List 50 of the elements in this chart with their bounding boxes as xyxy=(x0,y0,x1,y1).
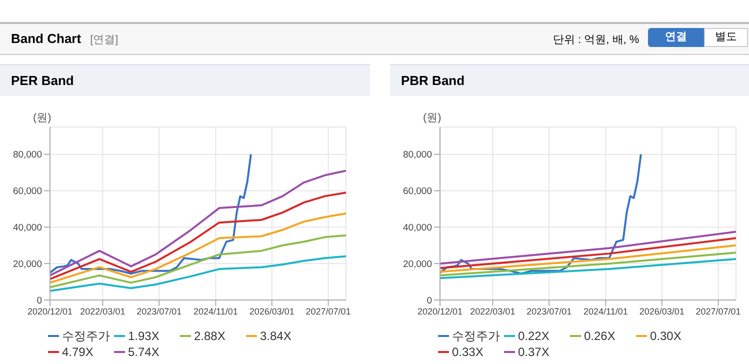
chart-title: PER Band xyxy=(0,64,370,96)
line-series xyxy=(50,234,346,288)
x-tick-label: 2020/12/01 xyxy=(417,306,463,316)
x-tick-label: 2022/03/01 xyxy=(80,306,126,316)
x-tick-label: 2024/11/01 xyxy=(584,306,628,316)
y-axis-title: (원) xyxy=(423,111,442,125)
text: [연결] xyxy=(90,33,118,47)
legend-label: 0.33X xyxy=(451,344,484,360)
legend-label: 3.84X xyxy=(259,328,292,344)
line-series xyxy=(50,170,346,276)
line-series xyxy=(50,192,346,280)
y-tick-label: 60,000 xyxy=(402,186,432,198)
y-tick-label: 40,000 xyxy=(402,222,432,234)
x-tick-label: 2027/07/01 xyxy=(696,306,741,316)
legend-label: 5.74X xyxy=(127,344,160,360)
y-tick-label: 80,000 xyxy=(12,150,42,161)
x-tick-label: 2023/07/01 xyxy=(526,306,572,316)
legend-label: 수정주가 xyxy=(451,328,501,344)
line-series xyxy=(50,153,252,275)
y-tick-label: 0 xyxy=(426,295,432,306)
y-tick-label: 20,000 xyxy=(402,258,432,270)
x-tick-label: 2022/03/01 xyxy=(470,306,516,316)
legend-label: 0.22X xyxy=(517,328,550,344)
legend-label: 0.37X xyxy=(517,344,550,360)
legend-label: 수정주가 xyxy=(61,328,111,344)
line-series xyxy=(50,212,346,284)
legend-label: 2.88X xyxy=(193,328,226,344)
x-tick-label: 2023/07/01 xyxy=(136,306,182,316)
text: Band Chart xyxy=(11,31,82,46)
text: 별도 xyxy=(704,28,748,47)
line-series xyxy=(440,153,642,275)
y-tick-label: 0 xyxy=(36,295,42,306)
x-tick-label: 2026/03/01 xyxy=(249,306,294,316)
legend-label: 0.26X xyxy=(583,328,616,344)
x-tick-label: 2020/12/01 xyxy=(27,306,73,316)
legend-label: 1.93X xyxy=(127,328,160,344)
text: 단위 : 억원, 배, % xyxy=(553,33,640,47)
legend-label: 4.79X xyxy=(61,344,94,360)
chart-title: PBR Band xyxy=(390,64,749,96)
y-tick-label: 40,000 xyxy=(12,222,42,234)
x-tick-label: 2027/07/01 xyxy=(306,306,351,316)
x-tick-label: 2026/03/01 xyxy=(639,306,684,316)
y-tick-label: 60,000 xyxy=(12,186,42,198)
y-tick-label: 80,000 xyxy=(402,150,432,161)
y-tick-label: 20,000 xyxy=(12,258,42,270)
legend-label: 0.30X xyxy=(649,328,682,344)
x-tick-label: 2024/11/01 xyxy=(194,306,238,316)
y-axis-title: (원) xyxy=(33,111,52,125)
text: 연결 xyxy=(648,28,704,47)
line-series xyxy=(50,255,346,292)
